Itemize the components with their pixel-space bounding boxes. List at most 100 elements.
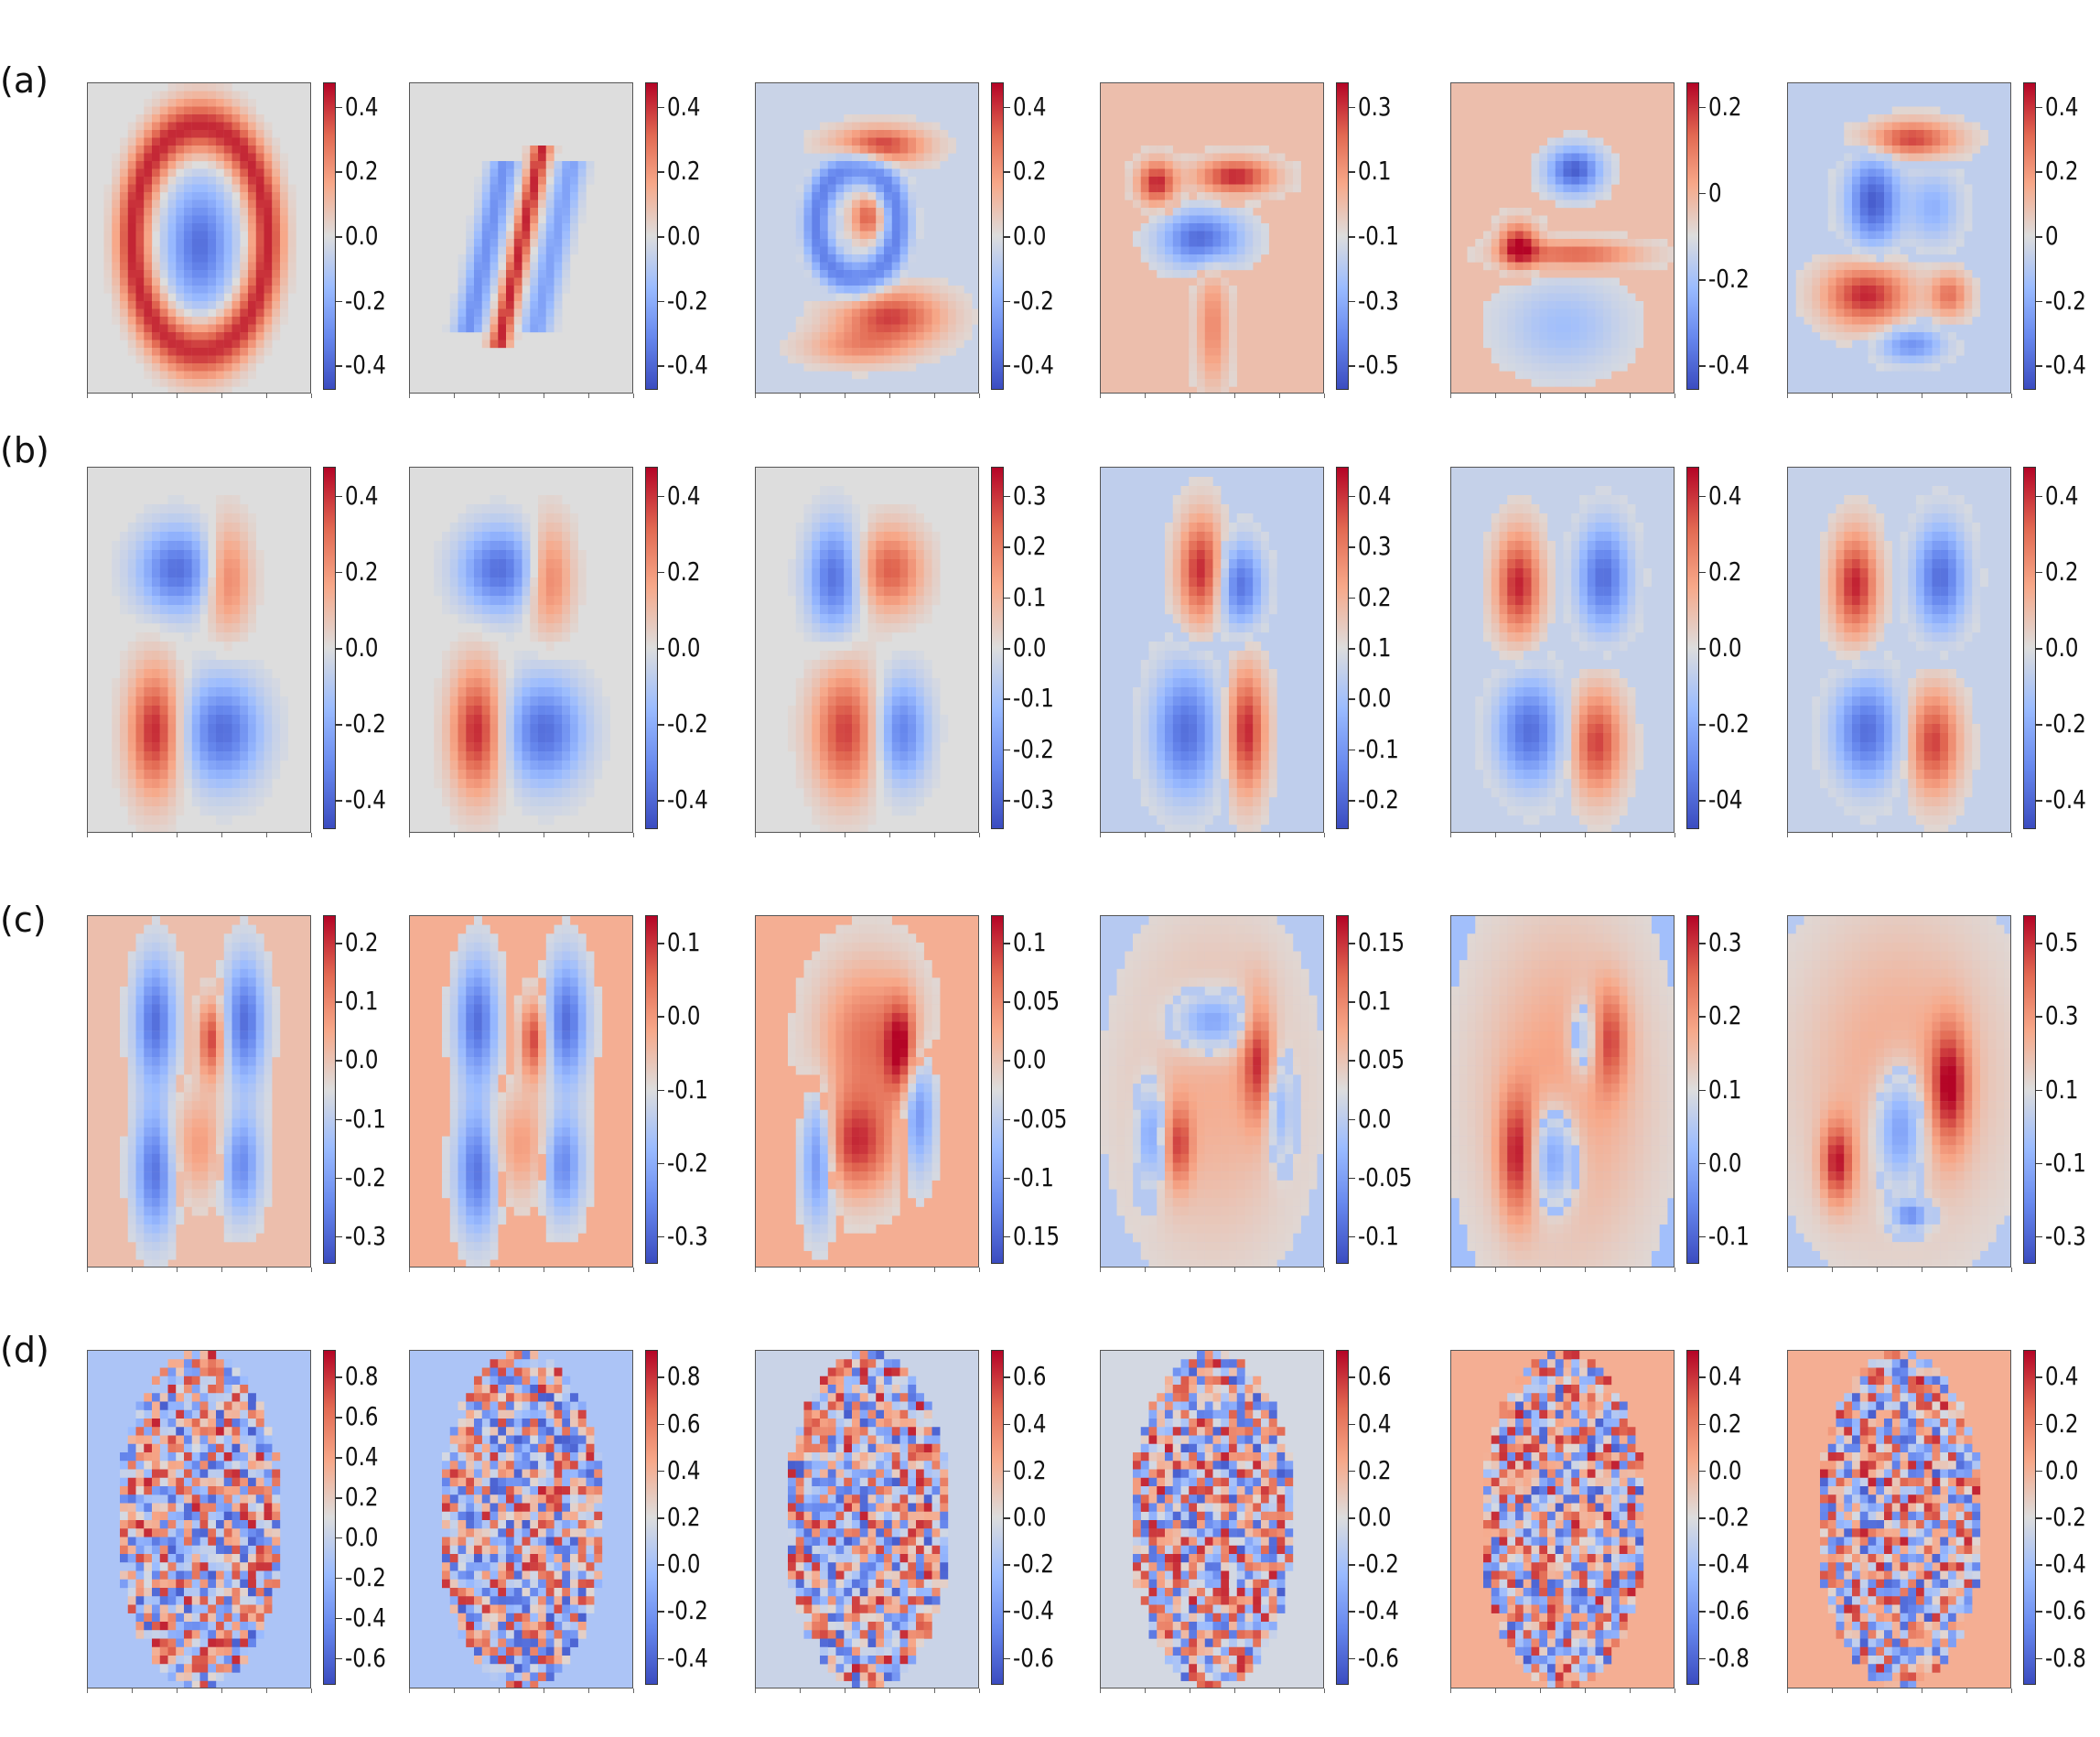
- heatmap-cell: [442, 687, 450, 697]
- heatmap-cell: [827, 614, 836, 624]
- heatmap-cell: [248, 223, 256, 232]
- heatmap-cell: [1547, 254, 1556, 263]
- axis-tick: [409, 833, 410, 837]
- heatmap-cell: [884, 587, 892, 597]
- heatmap-cell: [1563, 379, 1572, 387]
- heatmap-cell: [1852, 130, 1860, 138]
- heatmap-cell: [1595, 293, 1604, 302]
- heatmap-cell: [208, 262, 217, 271]
- colorbar-tick: [1349, 365, 1355, 367]
- heatmap-cell: [490, 317, 499, 325]
- heatmap-cell: [240, 301, 249, 309]
- heatmap-cell: [1212, 324, 1222, 333]
- heatmap-cell: [835, 788, 845, 798]
- heatmap-cell: [859, 262, 868, 271]
- heatmap-cell: [264, 317, 273, 325]
- heatmap-cell: [586, 177, 595, 185]
- heatmap-cell: [554, 192, 563, 200]
- heatmap-cell: [820, 340, 828, 349]
- heatmap-cell: [1523, 231, 1532, 240]
- heatmap-cell: [490, 239, 499, 247]
- heatmap-cell: [466, 761, 475, 771]
- heatmap-cell: [562, 523, 571, 533]
- heatmap-cell: [602, 733, 610, 743]
- heatmap-cell: [844, 632, 853, 642]
- heatmap-cell: [167, 177, 177, 185]
- heatmap-cell: [216, 246, 224, 255]
- heatmap-cell: [803, 332, 813, 340]
- heatmap-cell: [876, 246, 885, 255]
- heatmap-cell: [867, 231, 877, 240]
- heatmap-cell: [513, 270, 522, 278]
- heatmap-cell: [1507, 239, 1516, 247]
- heatmap-cell: [474, 724, 482, 734]
- heatmap-cell: [498, 504, 507, 514]
- heatmap-cell: [135, 122, 145, 131]
- heatmap-cell: [916, 559, 924, 569]
- heatmap-cell: [844, 706, 853, 716]
- heatmap-cell: [1539, 332, 1548, 340]
- heatmap-cell: [223, 605, 232, 615]
- heatmap-cell: [1555, 153, 1564, 162]
- heatmap-cell: [835, 678, 845, 688]
- heatmap-cell: [884, 577, 892, 588]
- heatmap-cell: [1148, 146, 1158, 154]
- heatmap-cell: [923, 122, 932, 131]
- heatmap-cell: [891, 724, 900, 734]
- heatmap-cell: [522, 262, 531, 271]
- heatmap-cell: [1172, 223, 1181, 232]
- heatmap-cell: [191, 504, 200, 514]
- heatmap-cell: [1852, 137, 1860, 146]
- heatmap-cell: [586, 788, 595, 798]
- heatmap-cell: [835, 523, 845, 533]
- heatmap-cell: [803, 192, 813, 200]
- heatmap-cell: [891, 733, 900, 743]
- heatmap-cell: [1157, 262, 1166, 271]
- heatmap-cell: [1236, 168, 1245, 178]
- heatmap-cell: [1547, 262, 1556, 271]
- heatmap-cell: [1253, 192, 1262, 200]
- heatmap-cell: [545, 614, 555, 624]
- heatmap-cell: [1948, 231, 1956, 240]
- heatmap-cell: [891, 231, 900, 240]
- heatmap-cell: [159, 122, 168, 131]
- heatmap-cell: [577, 742, 587, 752]
- heatmap-cell: [820, 348, 828, 356]
- heatmap-cell: [152, 696, 160, 707]
- heatmap-cell: [948, 308, 956, 318]
- heatmap-cell: [891, 706, 900, 716]
- heatmap-cell: [184, 277, 192, 286]
- heatmap-cell: [1229, 301, 1237, 309]
- heatmap-cell: [908, 715, 917, 725]
- heatmap-cell: [820, 223, 828, 232]
- heatmap-cell: [184, 770, 192, 780]
- heatmap-cell: [554, 605, 563, 615]
- heatmap-cell: [216, 223, 224, 232]
- heatmap-cell: [287, 215, 296, 224]
- heatmap-cell: [159, 596, 168, 606]
- heatmap-cell: [1900, 223, 1909, 232]
- heatmap-cell: [852, 513, 860, 523]
- heatmap-cell: [287, 246, 296, 255]
- heatmap-cell: [827, 200, 836, 209]
- heatmap-cell: [1221, 215, 1230, 224]
- heatmap-cell: [827, 742, 836, 752]
- heatmap-cell: [1189, 262, 1198, 271]
- heatmap-cell: [852, 523, 860, 533]
- heatmap-cell: [867, 270, 877, 278]
- heatmap-cell: [876, 114, 885, 123]
- heatmap-cell: [1268, 168, 1277, 178]
- axis-tick: [979, 833, 980, 837]
- heatmap-cell: [554, 623, 563, 633]
- heatmap-cell: [490, 215, 499, 224]
- heatmap-cell: [159, 806, 168, 816]
- heatmap-cell: [1948, 246, 1956, 255]
- heatmap-cell: [1165, 177, 1173, 185]
- heatmap-cell: [1859, 122, 1868, 131]
- heatmap-cell: [1948, 239, 1956, 247]
- heatmap-cell: [176, 83, 185, 92]
- heatmap-cell: [152, 301, 160, 309]
- heatmap-cell: [1876, 137, 1885, 146]
- heatmap-cell: [908, 153, 917, 162]
- heatmap-cell: [184, 293, 192, 302]
